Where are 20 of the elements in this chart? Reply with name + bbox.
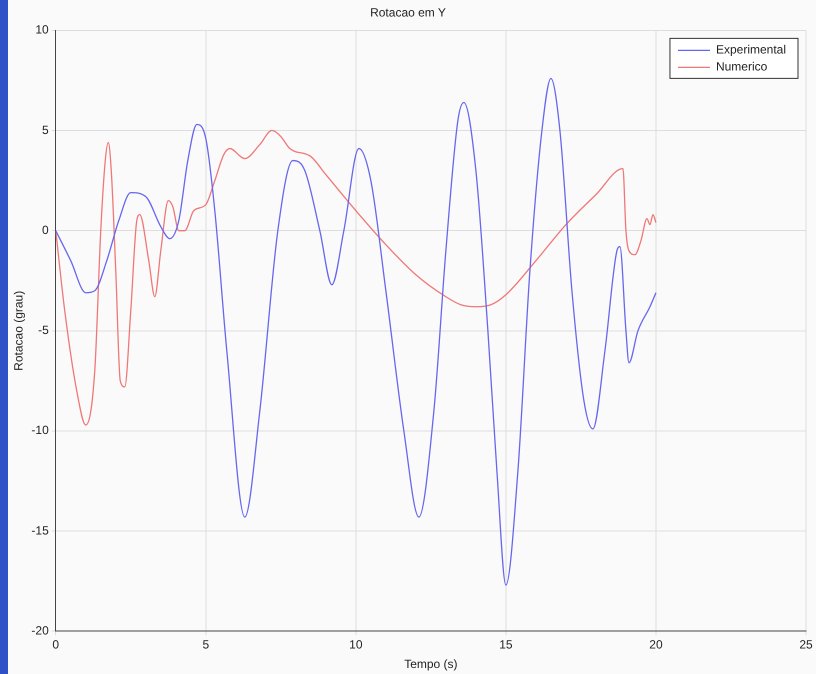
line-series: [56, 78, 657, 586]
line-series: [56, 130, 657, 426]
x-axis-title: Tempo (s): [404, 657, 458, 672]
x-tick-label: 10: [349, 638, 363, 652]
x-tick-label: 0: [52, 638, 60, 652]
y-tick-label: 0: [42, 222, 50, 237]
y-tick-label: 10: [35, 22, 50, 37]
x-tick-label: 15: [499, 638, 513, 652]
legend-label: Numerico: [716, 60, 768, 74]
chart-title: Rotacao em Y: [370, 6, 446, 20]
y-tick-label: -15: [31, 523, 50, 538]
x-tick-label: 20: [649, 638, 663, 652]
y-tick-label: -5: [38, 323, 50, 338]
y-tick-label: 5: [42, 122, 50, 137]
x-tick-label: 25: [799, 638, 813, 652]
y-tick-label: -20: [31, 624, 50, 638]
y-axis-title: Rotacao (grau): [12, 290, 26, 371]
x-tick-label: 5: [202, 638, 210, 652]
y-tick-label: -10: [31, 423, 50, 438]
legend-label: Experimental: [716, 42, 786, 57]
